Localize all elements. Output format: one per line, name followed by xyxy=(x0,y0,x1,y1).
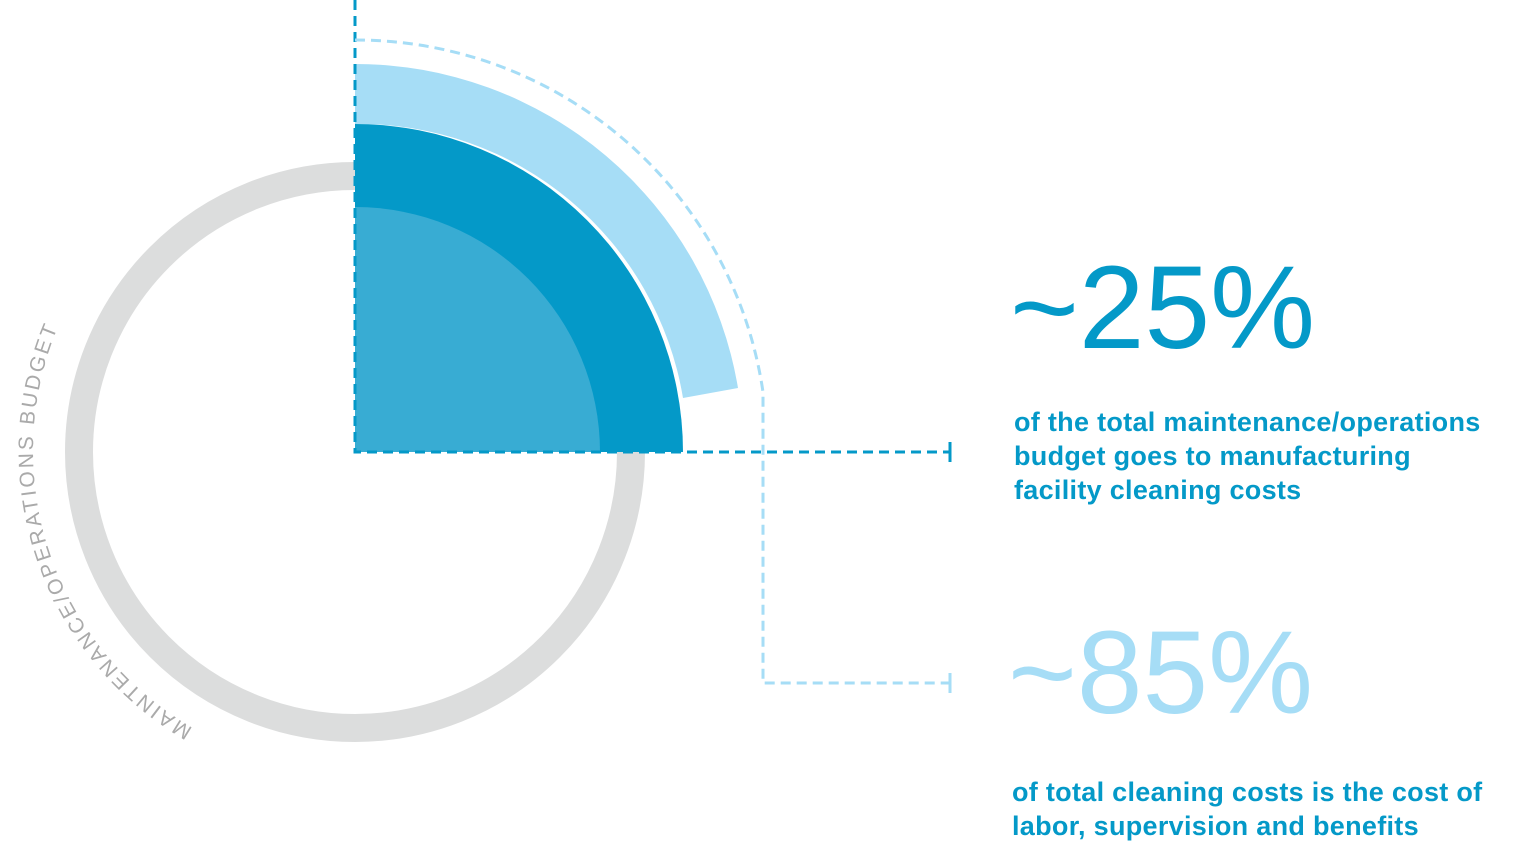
stat-description: of total cleaning costs is the cost of xyxy=(1012,777,1483,807)
stat-figure: ~25% xyxy=(1010,242,1315,374)
connector-dark xyxy=(353,0,950,454)
ring-label-path: MAINTENANCE/OPERATIONS BUDGET xyxy=(15,319,193,744)
connector-light xyxy=(354,38,950,685)
stat-description: labor, supervision and benefits xyxy=(1012,811,1419,841)
stat-figure: ~85% xyxy=(1008,607,1313,739)
stat-description: budget goes to manufacturing xyxy=(1014,441,1411,471)
ring-label: MAINTENANCE/OPERATIONS BUDGET xyxy=(15,319,196,744)
stat-description: of the total maintenance/operations xyxy=(1014,407,1481,437)
inner-wedge xyxy=(355,207,600,452)
labor-share-band xyxy=(355,63,738,398)
stat-description: facility cleaning costs xyxy=(1014,475,1302,505)
